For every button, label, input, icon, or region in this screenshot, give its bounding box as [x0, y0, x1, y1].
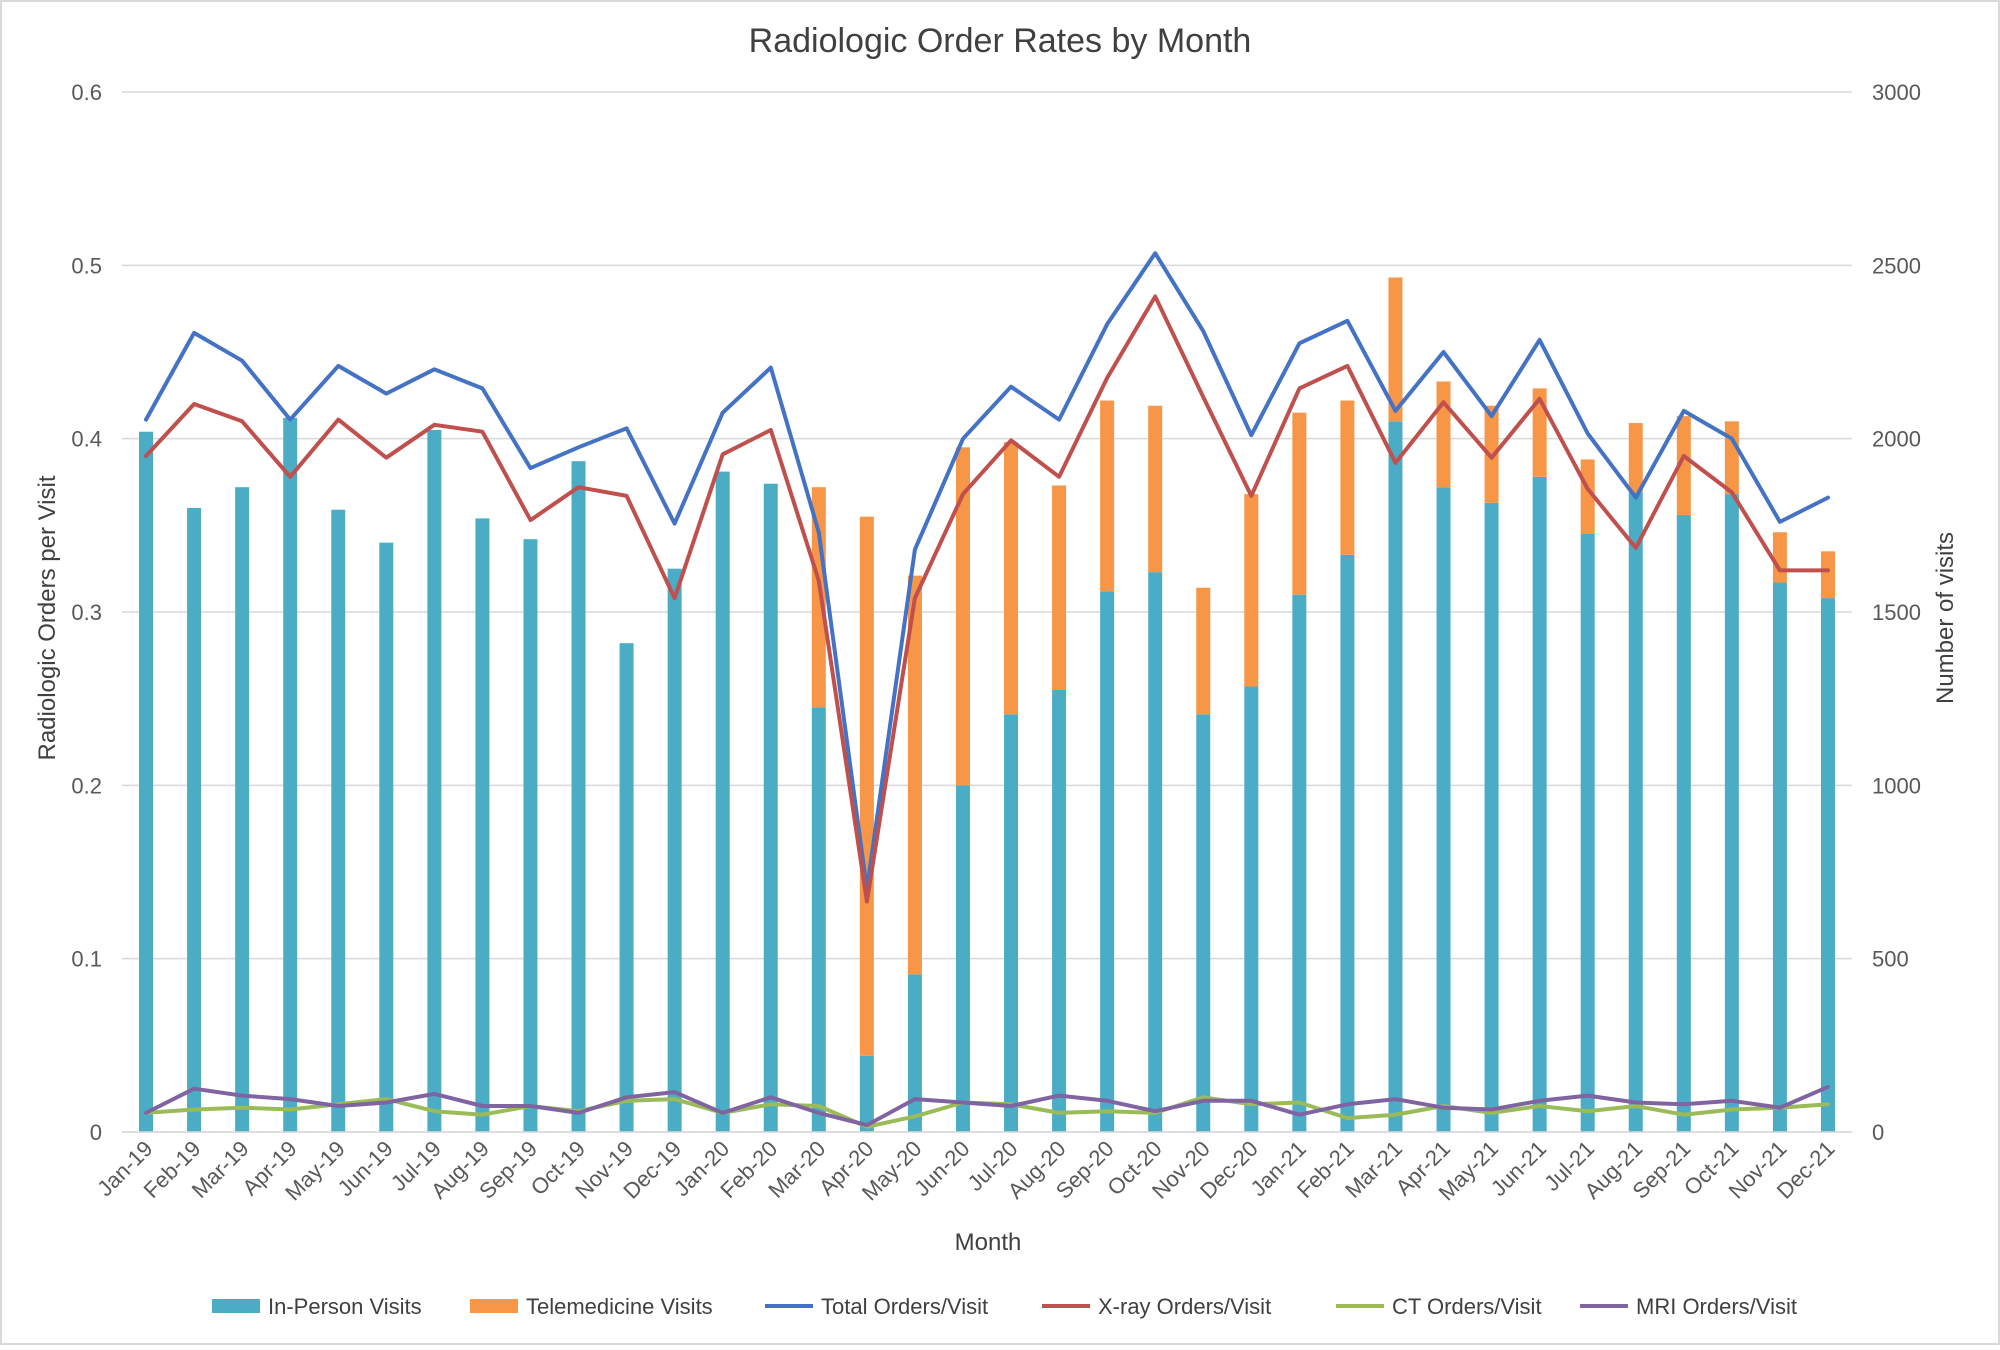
bar-telemedicine-33 [1724, 421, 1739, 495]
bar-in-person-35 [1820, 598, 1835, 1132]
bar-telemedicine-21 [1148, 405, 1163, 573]
y-axis-right-title: Number of visits [1932, 532, 1959, 704]
bar-in-person-11 [667, 568, 682, 1132]
bar-in-person-6 [427, 430, 442, 1132]
y-axis-right: 0 500 1000 1500 2000 2500 3000 [1872, 80, 1921, 1145]
bar-telemedicine-31 [1628, 423, 1643, 493]
bar-in-person-30 [1580, 534, 1595, 1132]
bar-in-person-28 [1484, 502, 1499, 1132]
line-layer [144, 251, 1830, 1129]
bar-telemedicine-34 [1772, 532, 1787, 583]
line-x-ray-orders-visit [144, 294, 1830, 904]
legend-label-ct-orders-visit: CT Orders/Visit [1392, 1294, 1542, 1319]
bar-telemedicine-25 [1340, 400, 1355, 555]
bar-in-person-12 [715, 471, 730, 1133]
bar-in-person-8 [523, 539, 538, 1132]
y-left-tick-label: 0.3 [71, 600, 102, 625]
bar-telemedicine-22 [1196, 587, 1211, 715]
bar-in-person-18 [1004, 714, 1019, 1132]
legend-label-total-orders-visit: Total Orders/Visit [821, 1294, 988, 1319]
line-mri-orders-visit [144, 1084, 1830, 1128]
legend-label-x-ray-orders-visit: X-ray Orders/Visit [1098, 1294, 1271, 1319]
legend-swatch-telemedicine-visits [470, 1299, 518, 1313]
bar-in-person-7 [475, 518, 490, 1132]
y-left-tick-label: 0.2 [71, 773, 102, 798]
y-right-tick-label: 3000 [1872, 80, 1921, 105]
bar-in-person-19 [1052, 690, 1067, 1132]
bar-in-person-9 [571, 461, 586, 1132]
y-right-tick-label: 2000 [1872, 427, 1921, 452]
bar-in-person-22 [1196, 714, 1211, 1132]
bar-layer [139, 277, 1835, 1133]
bar-in-person-34 [1772, 582, 1787, 1132]
bar-in-person-0 [139, 431, 154, 1132]
bar-in-person-27 [1436, 487, 1451, 1132]
bar-telemedicine-27 [1436, 381, 1451, 488]
x-axis-title: Month [955, 1229, 1022, 1256]
bar-in-person-26 [1388, 421, 1403, 1132]
bar-telemedicine-19 [1052, 485, 1067, 690]
bar-in-person-13 [763, 483, 778, 1132]
y-right-tick-label: 1000 [1872, 773, 1921, 798]
y-axis-left-title: Radiologic Orders per Visit [34, 475, 61, 760]
y-left-tick-label: 0.6 [71, 80, 102, 105]
bar-telemedicine-15 [859, 516, 874, 1056]
bar-in-person-32 [1676, 514, 1691, 1132]
y-right-tick-label: 500 [1872, 947, 1909, 972]
bar-in-person-21 [1148, 572, 1163, 1132]
bar-in-person-5 [379, 542, 394, 1132]
bar-telemedicine-28 [1484, 405, 1499, 503]
chart-title: Radiologic Order Rates by Month [749, 22, 1252, 60]
bar-in-person-10 [619, 643, 634, 1132]
bar-in-person-24 [1292, 594, 1307, 1132]
legend-label-mri-orders-visit: MRI Orders/Visit [1636, 1294, 1797, 1319]
bar-in-person-23 [1244, 686, 1259, 1132]
y-right-tick-label: 0 [1872, 1120, 1884, 1145]
y-right-tick-label: 1500 [1872, 600, 1921, 625]
bar-telemedicine-23 [1244, 494, 1259, 687]
bar-telemedicine-16 [907, 575, 922, 975]
line-total-orders-visit [144, 251, 1830, 892]
bar-telemedicine-18 [1004, 442, 1019, 715]
y-right-tick-label: 2500 [1872, 253, 1921, 278]
legend-swatch-in-person-visits [212, 1299, 260, 1313]
bar-telemedicine-26 [1388, 277, 1403, 422]
bar-in-person-25 [1340, 554, 1355, 1132]
bar-telemedicine-24 [1292, 412, 1307, 595]
bar-in-person-15 [859, 1055, 874, 1132]
bar-in-person-29 [1532, 476, 1547, 1132]
bar-in-person-16 [907, 974, 922, 1132]
bar-in-person-20 [1100, 591, 1115, 1132]
y-left-tick-label: 0.1 [71, 947, 102, 972]
bar-telemedicine-32 [1676, 416, 1691, 515]
y-left-tick-label: 0.5 [71, 253, 102, 278]
bar-in-person-14 [811, 707, 826, 1132]
y-axis-left: 0 0.1 0.2 0.3 0.4 0.5 0.6 [71, 80, 102, 1145]
y-left-tick-label: 0.4 [71, 427, 102, 452]
bar-in-person-33 [1724, 494, 1739, 1133]
legend-label-telemedicine-visits: Telemedicine Visits [526, 1294, 713, 1319]
bar-telemedicine-17 [955, 447, 970, 786]
bar-in-person-17 [955, 785, 970, 1132]
legend: In-Person Visits Telemedicine Visits Total… [212, 1294, 1797, 1319]
bar-in-person-4 [331, 509, 346, 1132]
bar-telemedicine-29 [1532, 388, 1547, 477]
bar-in-person-31 [1628, 492, 1643, 1132]
bar-in-person-3 [283, 417, 298, 1132]
bar-telemedicine-20 [1100, 400, 1115, 592]
bar-telemedicine-35 [1820, 551, 1835, 599]
bar-telemedicine-14 [811, 487, 826, 708]
bar-in-person-2 [235, 487, 250, 1132]
y-left-tick-label: 0 [90, 1120, 102, 1145]
bar-in-person-1 [187, 508, 202, 1132]
legend-label-in-person-visits: In-Person Visits [268, 1294, 422, 1319]
